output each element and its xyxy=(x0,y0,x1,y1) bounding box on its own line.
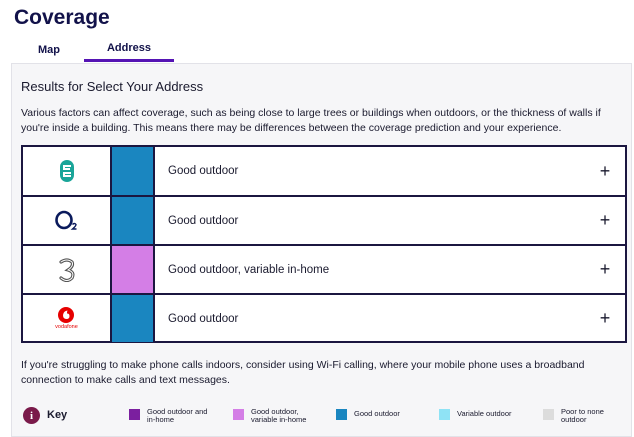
network-row-o2[interactable]: Good outdoor + xyxy=(23,195,625,244)
legend-label: Variable outdoor xyxy=(457,409,512,418)
coverage-label: Good outdoor xyxy=(168,214,239,227)
legend-swatch xyxy=(336,409,347,420)
network-row-vodafone[interactable]: vodafone Good outdoor + xyxy=(23,293,625,342)
three-logo xyxy=(58,257,74,282)
legend-swatch xyxy=(439,409,450,420)
logo-cell xyxy=(23,197,112,244)
legend-label: Poor to none outdoor xyxy=(561,407,604,424)
tab-map[interactable]: Map xyxy=(38,43,60,56)
tab-bar: Map Address xyxy=(14,37,174,62)
vodafone-wordmark: vodafone xyxy=(55,324,78,330)
expand-icon[interactable]: + xyxy=(599,308,611,328)
legend-label: Good outdoor xyxy=(354,409,400,418)
coverage-label: Good outdoor xyxy=(168,165,239,177)
legend-item: Poor to none outdoor xyxy=(543,408,611,424)
intro-text: Various factors can affect coverage, suc… xyxy=(21,107,601,134)
legend-swatch xyxy=(233,409,244,420)
legend-item: Good outdoor and in-home xyxy=(129,408,213,424)
vodafone-logo: vodafone xyxy=(55,307,78,330)
coverage-color xyxy=(112,246,155,293)
legend-label: Good outdoor, variable in-home xyxy=(251,407,307,424)
network-row-three[interactable]: Good outdoor, variable in-home + xyxy=(23,244,625,293)
key-label: Key xyxy=(47,409,68,421)
ee-logo xyxy=(59,160,74,182)
wifi-calling-note: If you're struggling to make phone calls… xyxy=(21,359,585,386)
legend-item: Good outdoor, variable in-home xyxy=(233,408,313,424)
logo-cell xyxy=(23,147,112,195)
logo-cell: vodafone xyxy=(23,295,112,342)
results-heading: Results for Select Your Address xyxy=(21,79,204,94)
legend-item: Good outdoor xyxy=(336,408,414,420)
legend-item: Variable outdoor xyxy=(439,408,523,420)
network-table: Good outdoor + Good outdoor + Good outdo… xyxy=(21,145,627,343)
coverage-label: Good outdoor xyxy=(168,312,239,325)
info-icon[interactable]: i xyxy=(23,407,40,424)
legend-label: Good outdoor and in-home xyxy=(147,407,208,424)
coverage-label: Good outdoor, variable in-home xyxy=(168,263,330,276)
expand-icon[interactable]: + xyxy=(599,259,611,279)
legend-swatch xyxy=(129,409,140,420)
coverage-color xyxy=(112,197,155,244)
o2-logo xyxy=(54,210,77,230)
page-title: Coverage xyxy=(14,6,110,29)
coverage-color xyxy=(112,295,155,342)
coverage-key: i Key Good outdoor and in-home Good outd… xyxy=(23,406,629,428)
logo-cell xyxy=(23,246,112,293)
vodafone-speechmark-icon xyxy=(58,307,75,323)
expand-icon[interactable]: + xyxy=(599,160,611,181)
expand-icon[interactable]: + xyxy=(599,210,611,230)
legend-swatch xyxy=(543,409,554,420)
tab-address[interactable]: Address xyxy=(84,37,174,62)
network-row-ee[interactable]: Good outdoor + xyxy=(23,147,625,195)
coverage-color xyxy=(112,147,155,195)
